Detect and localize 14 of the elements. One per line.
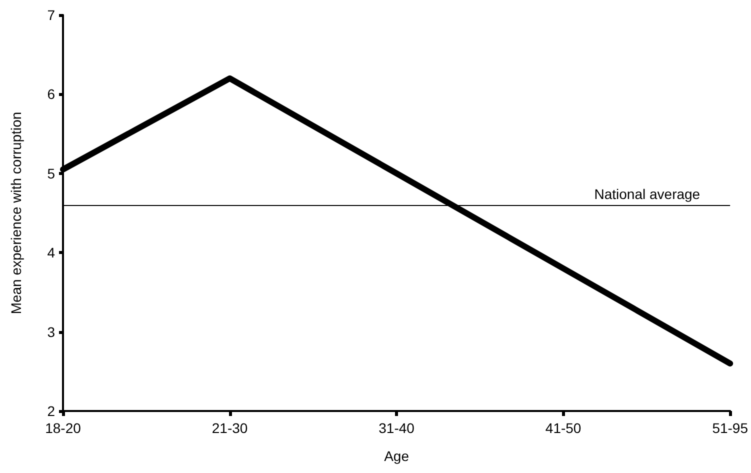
y-tick-label: 6 [47, 86, 56, 102]
y-axis-title: Mean experience with corruption [8, 112, 24, 314]
x-tick-label: 51-95 [712, 420, 748, 436]
ref-line-label: National average [594, 186, 700, 202]
y-tick-label: 3 [47, 324, 56, 340]
y-tick-label: 7 [47, 7, 56, 23]
x-tick-label: 21-30 [212, 420, 248, 436]
x-tick-label: 41-50 [545, 420, 582, 436]
y-tick-label: 4 [47, 244, 56, 261]
x-tick-label: 31-40 [378, 420, 415, 436]
y-tick-label: 2 [47, 403, 56, 419]
x-axis-title: Age [384, 448, 410, 464]
y-tick-label: 5 [47, 165, 56, 182]
x-tick-label: 18-20 [45, 420, 82, 436]
